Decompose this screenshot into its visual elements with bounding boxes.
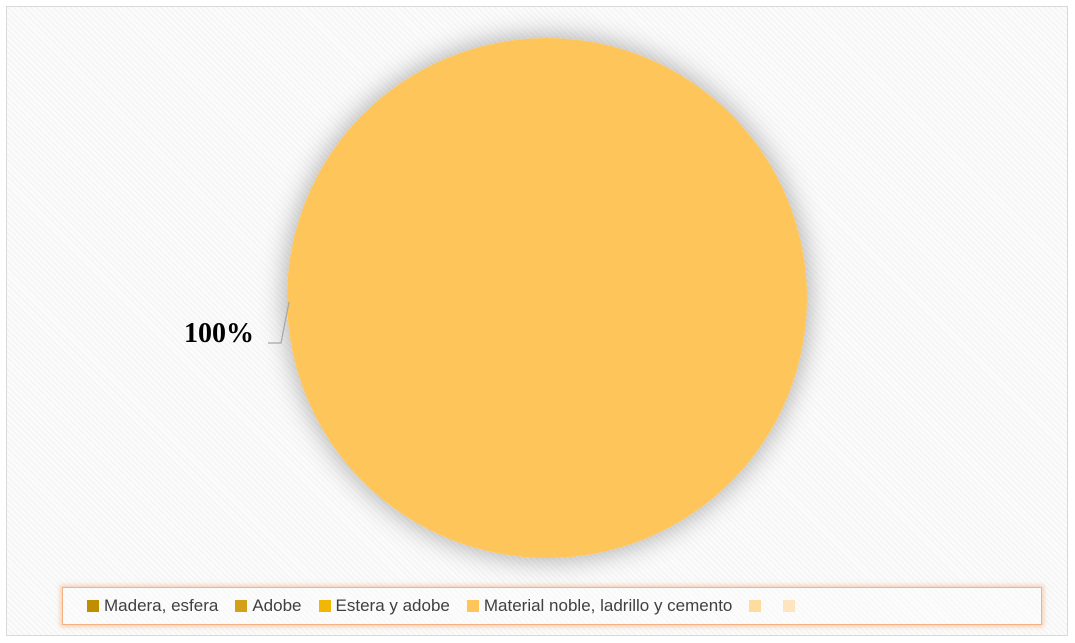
legend-swatch <box>466 600 479 612</box>
pie-slice <box>287 38 807 558</box>
legend: Madera, esfera Adobe Estera y adobe Materia… <box>62 587 1042 625</box>
legend-swatch <box>749 600 762 612</box>
legend-item <box>749 600 766 612</box>
legend-item <box>783 600 800 612</box>
legend-swatch <box>783 600 796 612</box>
legend-swatch <box>87 600 99 612</box>
data-label-leader-line <box>268 301 290 344</box>
legend-label: Madera, esfera <box>104 596 219 615</box>
legend-item: Estera y adobe <box>318 596 450 616</box>
legend-item: Madera, esfera <box>87 596 218 616</box>
legend-swatch <box>235 600 248 612</box>
legend-label: Material noble, ladrillo y cemento <box>483 596 733 615</box>
legend-swatch <box>318 600 331 612</box>
legend-item: Adobe <box>235 596 302 616</box>
legend-item: Material noble, ladrillo y cemento <box>466 596 733 616</box>
legend-label: Estera y adobe <box>335 596 450 615</box>
data-label-material-noble: 100% <box>184 318 254 349</box>
legend-label: Adobe <box>252 596 302 615</box>
